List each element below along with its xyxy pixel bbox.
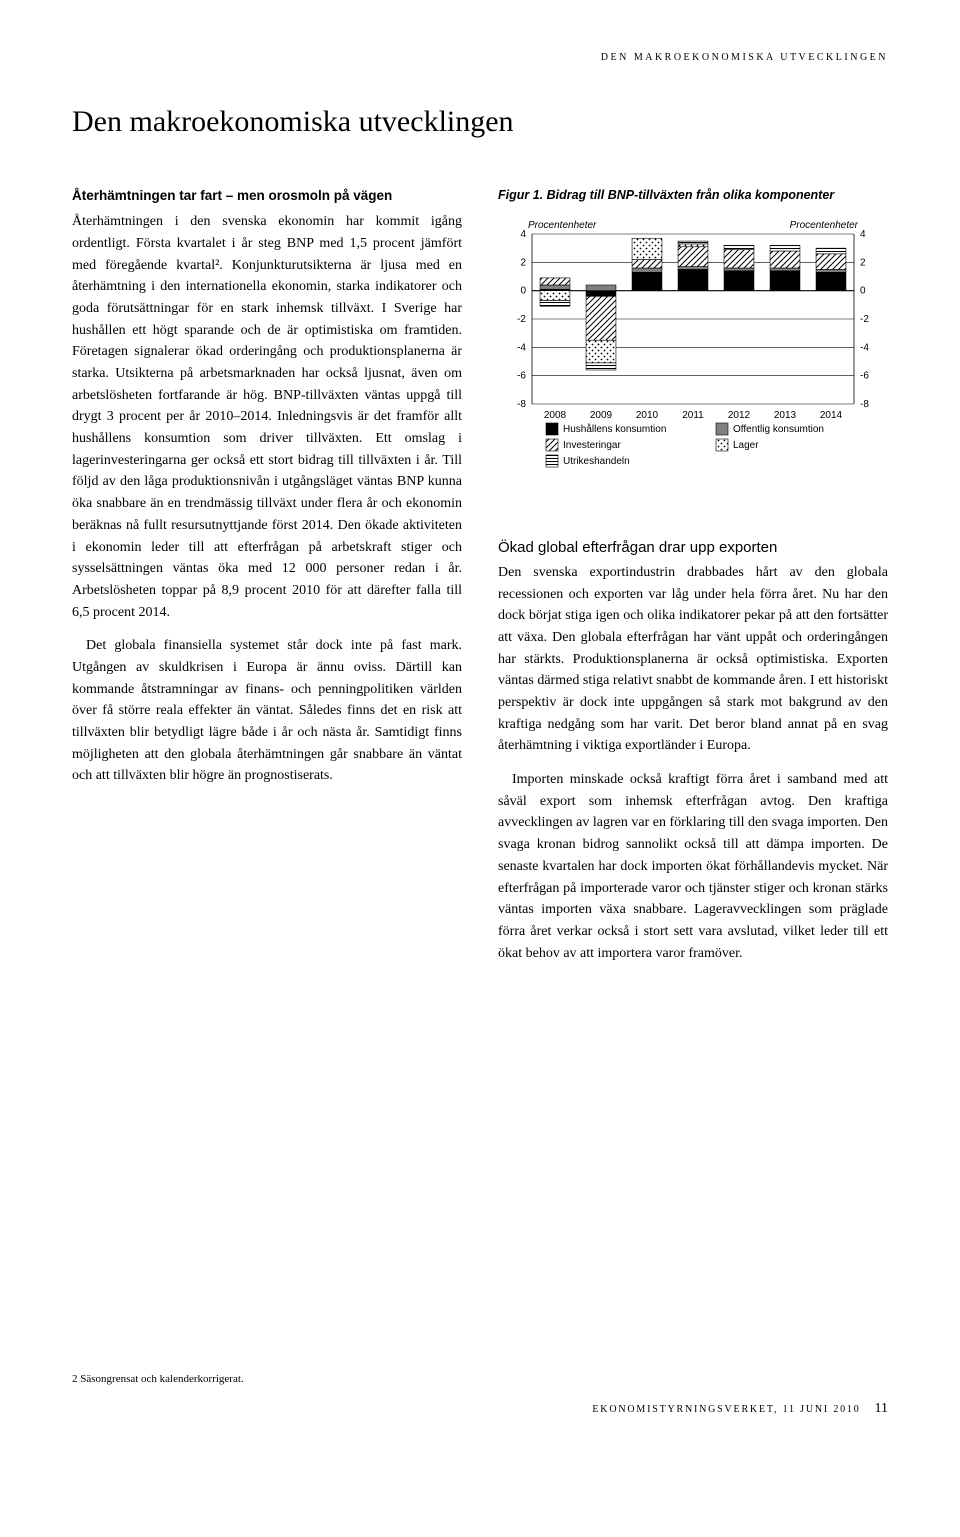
svg-text:-4: -4 — [860, 342, 869, 353]
svg-text:-8: -8 — [517, 399, 526, 410]
page-title: Den makroekonomiska utvecklingen — [72, 105, 888, 139]
svg-text:2012: 2012 — [728, 410, 751, 421]
left-subhead: Återhämtningen tar fart – men orosmoln p… — [72, 187, 462, 205]
svg-text:2: 2 — [520, 257, 526, 268]
left-column: Återhämtningen tar fart – men orosmoln p… — [72, 187, 462, 976]
svg-text:Offentlig konsumtion: Offentlig konsumtion — [733, 424, 824, 435]
left-paragraph-2: Det globala finansiella systemet står do… — [72, 635, 462, 787]
svg-text:2011: 2011 — [682, 410, 704, 421]
right-column: Figur 1. Bidrag till BNP-tillväxten från… — [498, 187, 888, 976]
right-paragraph-1: Den svenska exportindustrin drabbades hå… — [498, 562, 888, 757]
right-paragraph-2: Importen minskade också kraftigt förra å… — [498, 769, 888, 964]
left-paragraph-1: Återhämtningen i den svenska ekonomin ha… — [72, 211, 462, 623]
svg-text:0: 0 — [860, 286, 866, 297]
svg-text:Investeringar: Investeringar — [563, 440, 621, 451]
svg-text:Utrikeshandeln: Utrikeshandeln — [563, 456, 630, 467]
svg-text:Hushållens konsumtion: Hushållens konsumtion — [563, 423, 666, 435]
running-head: DEN MAKROEKONOMISKA UTVECKLINGEN — [72, 52, 888, 63]
right-subtitle: Ökad global efterfrågan drar upp exporte… — [498, 539, 888, 556]
svg-text:4: 4 — [860, 229, 866, 240]
svg-text:2: 2 — [860, 257, 866, 268]
svg-text:2008: 2008 — [544, 410, 567, 421]
page-number: 11 — [875, 1401, 888, 1417]
svg-text:2009: 2009 — [590, 410, 613, 421]
svg-text:2014: 2014 — [820, 410, 843, 421]
page-footer: EKONOMISTYRNINGSVERKET, 11 JUNI 2010 11 — [592, 1401, 888, 1417]
footer-text: EKONOMISTYRNINGSVERKET, 11 JUNI 2010 — [592, 1404, 860, 1415]
svg-text:2013: 2013 — [774, 410, 797, 421]
chart-svg: Procentenheter Procentenheter -8 -8 -6 -6 -4 -4… — [498, 214, 888, 514]
svg-text:Procentenheter: Procentenheter — [790, 220, 859, 231]
svg-text:0: 0 — [520, 286, 526, 297]
svg-text:Lager: Lager — [733, 440, 759, 451]
bnp-chart: Procentenheter Procentenheter -8 -8 -6 -6 -4 -4… — [498, 214, 888, 519]
figure-caption: Figur 1. Bidrag till BNP-tillväxten från… — [498, 187, 888, 204]
svg-text:-2: -2 — [517, 314, 526, 325]
svg-text:-6: -6 — [860, 371, 869, 382]
svg-text:4: 4 — [520, 229, 526, 240]
svg-text:Procentenheter: Procentenheter — [528, 220, 597, 231]
svg-text:-2: -2 — [860, 314, 869, 325]
svg-text:2010: 2010 — [636, 410, 659, 421]
svg-text:-8: -8 — [860, 399, 869, 410]
footnote: 2 Säsongrensat och kalenderkorrigerat. — [72, 1373, 244, 1385]
svg-text:-4: -4 — [517, 342, 526, 353]
svg-text:-6: -6 — [517, 371, 526, 382]
two-column-layout: Återhämtningen tar fart – men orosmoln p… — [72, 187, 888, 976]
